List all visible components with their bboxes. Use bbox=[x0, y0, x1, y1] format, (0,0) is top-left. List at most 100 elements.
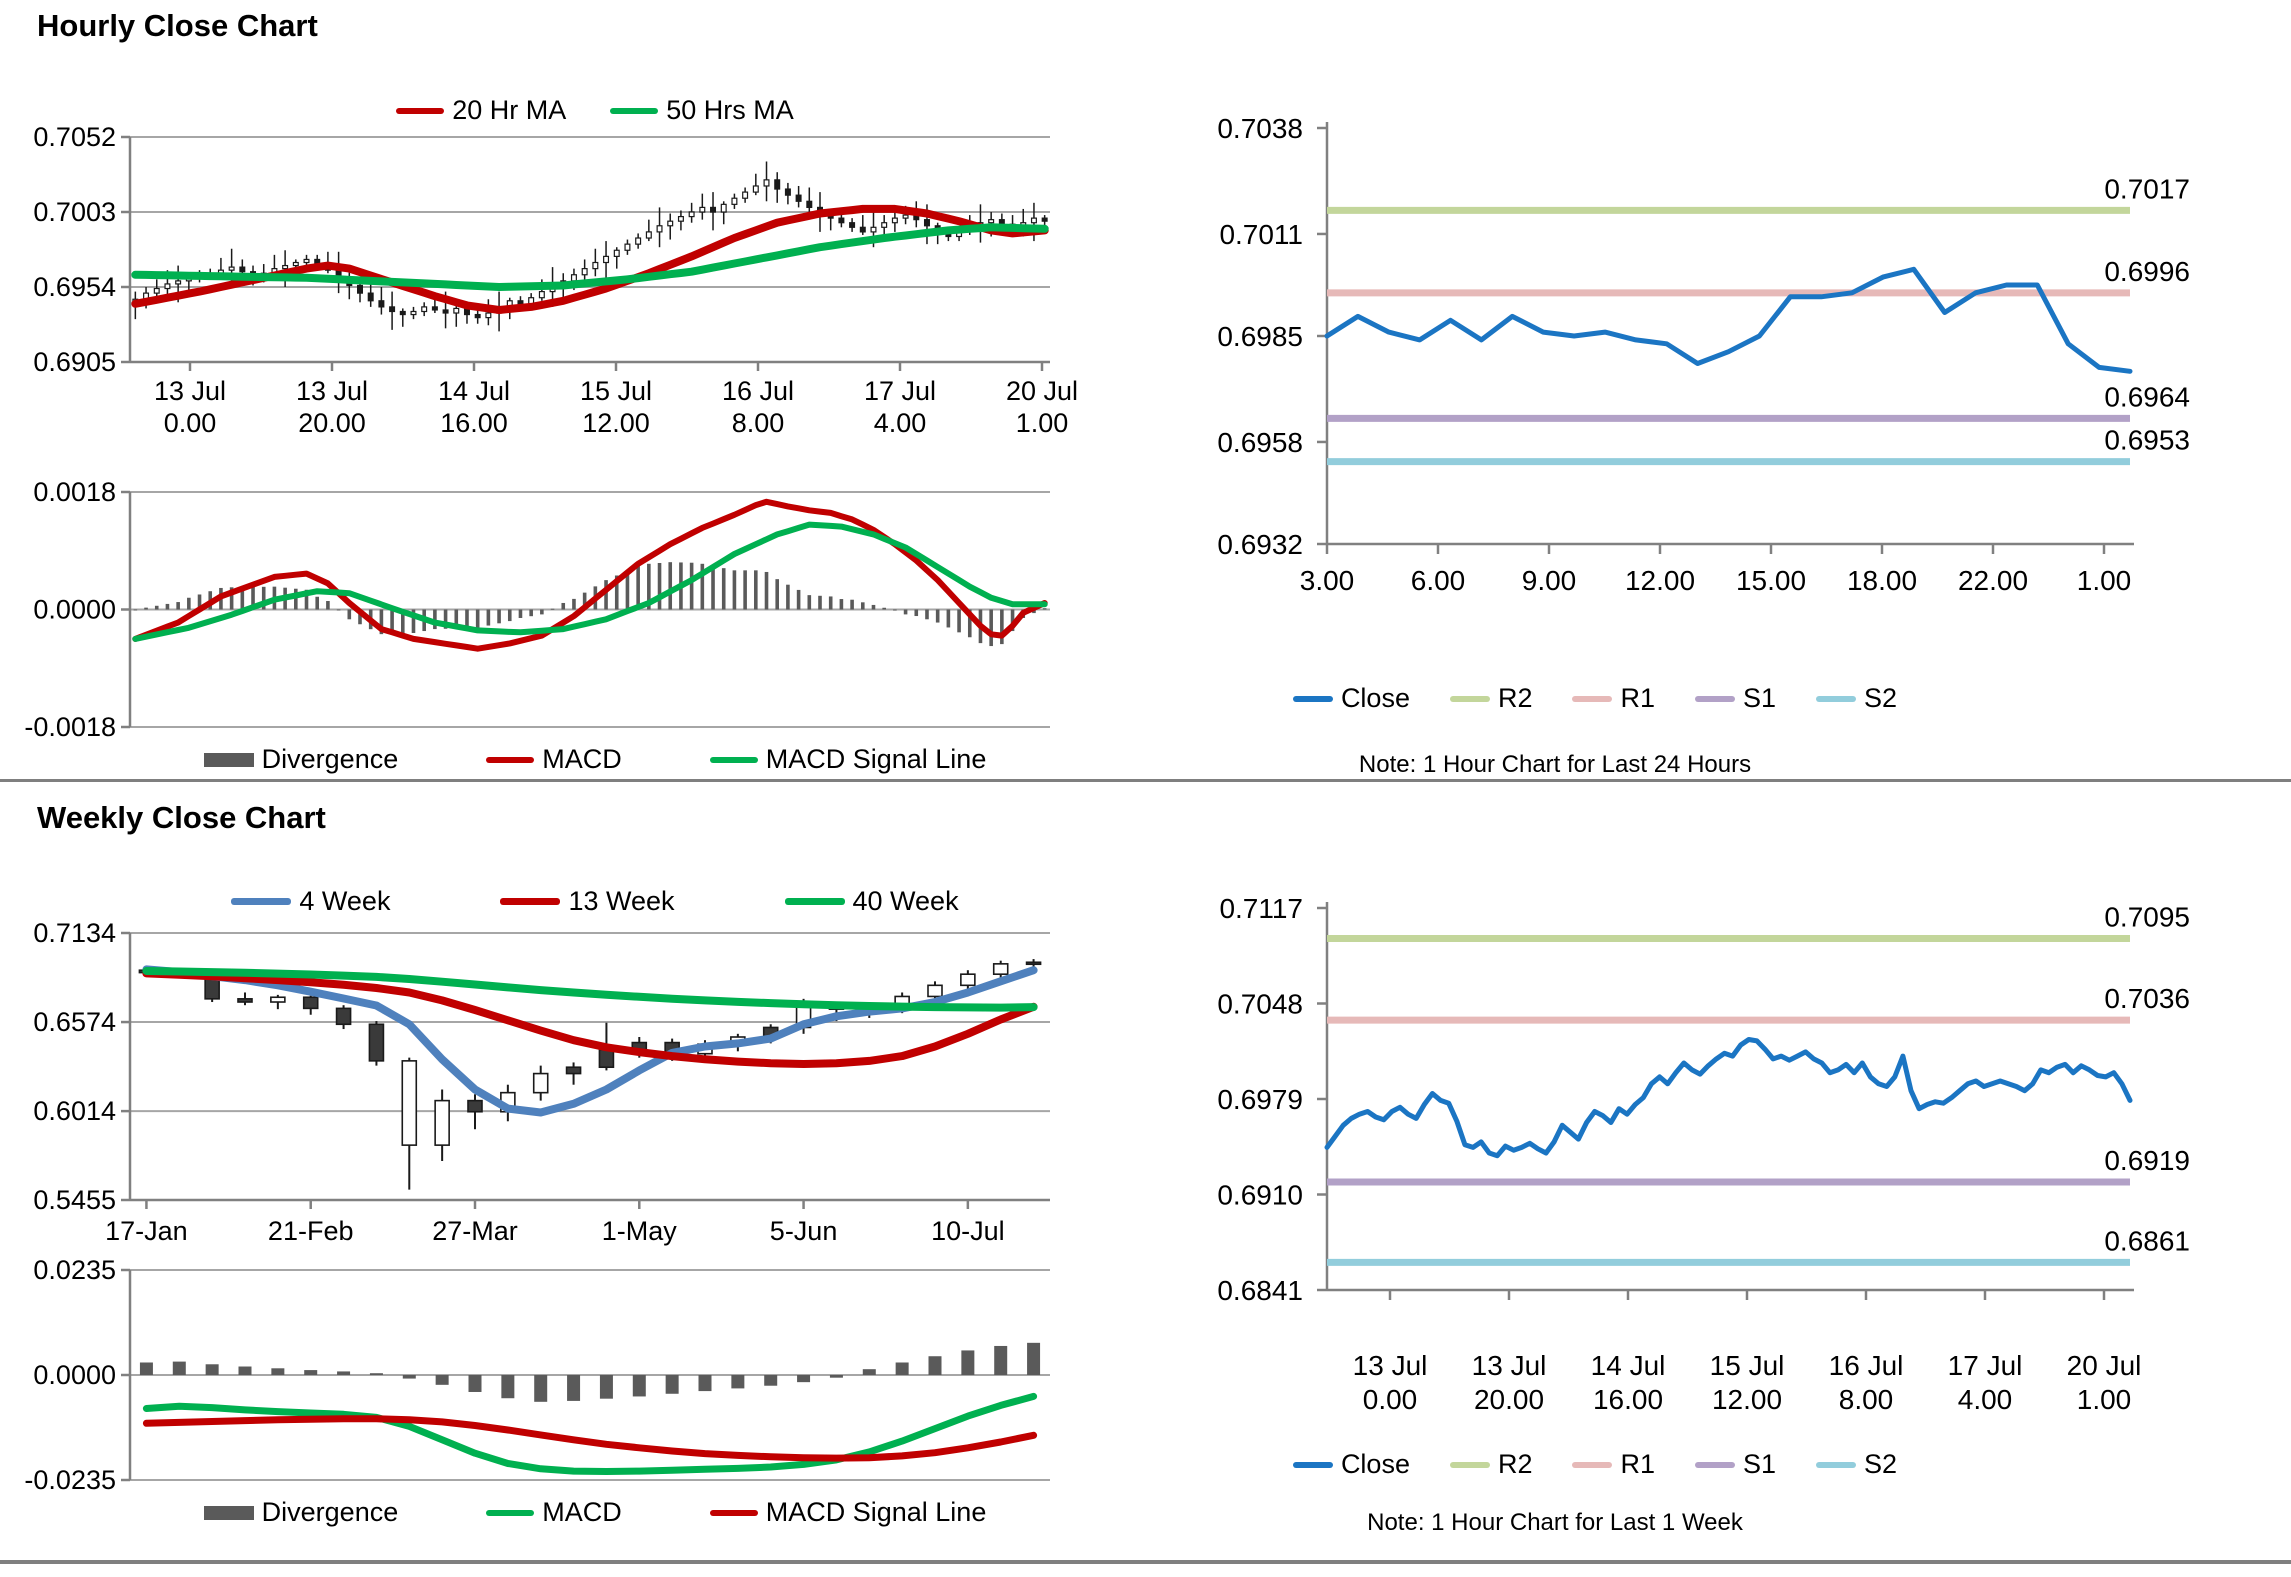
r1-line-icon bbox=[1572, 1461, 1613, 1468]
divergence-bar bbox=[304, 1370, 318, 1375]
legend-item-r1-w: R1 bbox=[1572, 1449, 1655, 1480]
divergence-bar bbox=[229, 587, 234, 610]
y-tick-label: 0.6841 bbox=[1217, 1275, 1303, 1306]
x-tick-label: 12.00 bbox=[1625, 565, 1695, 596]
candle-body bbox=[624, 243, 631, 251]
divergence-bar bbox=[839, 599, 844, 610]
x-tick-label: 20.00 bbox=[1474, 1384, 1544, 1415]
candle-body bbox=[303, 258, 310, 264]
x-tick-label: 6.00 bbox=[1411, 565, 1466, 596]
ma40wk-line-icon bbox=[784, 898, 845, 905]
candle-body bbox=[228, 266, 235, 271]
divergence-bar bbox=[1027, 1342, 1041, 1375]
divergence-bar bbox=[698, 1375, 712, 1392]
x-tick-label: 27-Mar bbox=[432, 1216, 518, 1246]
divergence-bar bbox=[604, 580, 608, 610]
legend-label-s1: S1 bbox=[1743, 683, 1777, 713]
candle-body bbox=[752, 185, 759, 193]
x-tick-label: 15 Jul bbox=[580, 376, 652, 406]
candle-body bbox=[1030, 217, 1037, 224]
s2-level-label: 0.6953 bbox=[2104, 425, 2190, 456]
y-tick-label: 0.0235 bbox=[33, 1255, 116, 1285]
divergence-bar bbox=[315, 596, 320, 610]
ma20-line-icon bbox=[396, 107, 445, 114]
divergence-bar bbox=[369, 1373, 383, 1375]
candle-body bbox=[237, 998, 253, 1003]
divergence-bar bbox=[797, 1375, 811, 1383]
ma50-line bbox=[131, 223, 1049, 291]
y-tick-label: 0.6574 bbox=[33, 1007, 116, 1037]
s1-line-icon bbox=[1695, 1461, 1735, 1468]
divergence-bar bbox=[657, 562, 662, 610]
divergence-bar bbox=[347, 609, 352, 620]
divergence-bar bbox=[668, 562, 673, 610]
x-tick-label: 16.00 bbox=[440, 408, 508, 438]
y-tick-label: 0.6014 bbox=[33, 1096, 116, 1126]
divergence-bar bbox=[989, 609, 993, 647]
x-tick-label: 0.00 bbox=[1363, 1384, 1418, 1415]
s1-level-label: 0.6919 bbox=[2104, 1145, 2190, 1176]
legend-item-50hr-ma: 50 Hrs MA bbox=[610, 95, 794, 126]
legend-label-divergence: Divergence bbox=[261, 744, 399, 774]
divergence-bar bbox=[625, 570, 630, 610]
candle-body bbox=[581, 268, 588, 276]
x-tick-label: 8.00 bbox=[732, 408, 785, 438]
candle-body bbox=[806, 200, 813, 209]
legend-label-r2: R2 bbox=[1497, 683, 1533, 713]
candle-body bbox=[399, 310, 406, 316]
candle-body bbox=[368, 1023, 385, 1062]
divergence-bar bbox=[818, 595, 822, 610]
divergence-bar bbox=[665, 1375, 679, 1394]
divergence-bar bbox=[796, 589, 801, 610]
legend-item-s2-w: S2 bbox=[1816, 1449, 1897, 1480]
divergence-bar bbox=[144, 607, 148, 610]
candle-body bbox=[292, 261, 299, 267]
ma20-line bbox=[131, 204, 1049, 314]
close-line-icon bbox=[1292, 695, 1333, 702]
divergence-bar bbox=[133, 609, 138, 611]
candle-body bbox=[902, 214, 909, 219]
divergence-bar bbox=[304, 589, 309, 610]
x-tick-label: 20.00 bbox=[298, 408, 366, 438]
candle-body bbox=[881, 222, 888, 228]
y-tick-label: 0.0000 bbox=[33, 595, 116, 625]
legend-label-s2-w: S2 bbox=[1864, 1449, 1898, 1479]
y-tick-label: 0.6905 bbox=[33, 347, 116, 377]
divergence-bar bbox=[1000, 609, 1004, 645]
candle-body bbox=[988, 219, 995, 224]
y-tick-label: 0.0018 bbox=[33, 477, 116, 507]
candle-body bbox=[656, 225, 663, 233]
s2-level-label: 0.6861 bbox=[2104, 1225, 2190, 1256]
candle-body bbox=[453, 307, 460, 314]
x-tick-label: 17-Jan bbox=[105, 1216, 188, 1246]
close-line bbox=[1324, 1037, 2133, 1159]
divergence-bar bbox=[967, 609, 972, 638]
divergence-bar bbox=[475, 609, 480, 628]
legend-label-macd-w: MACD bbox=[542, 1497, 622, 1527]
legend-item-s2: S2 bbox=[1816, 683, 1897, 714]
divergence-bar bbox=[961, 1350, 975, 1375]
legend-item-r2-w: R2 bbox=[1449, 1449, 1532, 1480]
macd-signal-line bbox=[142, 1415, 1038, 1462]
divergence-bar bbox=[529, 609, 533, 617]
x-tick-label: 22.00 bbox=[1958, 565, 2028, 596]
candle-body bbox=[677, 215, 684, 222]
legend-item-40week: 40 Week bbox=[784, 886, 959, 917]
candle-body bbox=[1025, 961, 1042, 966]
x-tick-label: 16 Jul bbox=[722, 376, 794, 406]
legend-item-macd: MACD bbox=[486, 744, 622, 775]
x-tick-label: 3.00 bbox=[1300, 565, 1355, 596]
y-tick-label: 0.0000 bbox=[33, 1360, 116, 1390]
candle-body bbox=[282, 264, 289, 270]
y-tick-label: -0.0235 bbox=[24, 1465, 116, 1495]
x-tick-label: 12.00 bbox=[582, 408, 650, 438]
divergence-bar bbox=[807, 595, 812, 610]
s1-level-label: 0.6964 bbox=[2104, 381, 2190, 412]
x-tick-label: 13 Jul bbox=[1472, 1350, 1547, 1381]
candle-body bbox=[960, 973, 976, 987]
candle-body bbox=[891, 217, 898, 224]
legend-label-s1-w: S1 bbox=[1743, 1449, 1777, 1479]
divergence-bar bbox=[550, 608, 555, 610]
candle-body bbox=[927, 984, 943, 998]
